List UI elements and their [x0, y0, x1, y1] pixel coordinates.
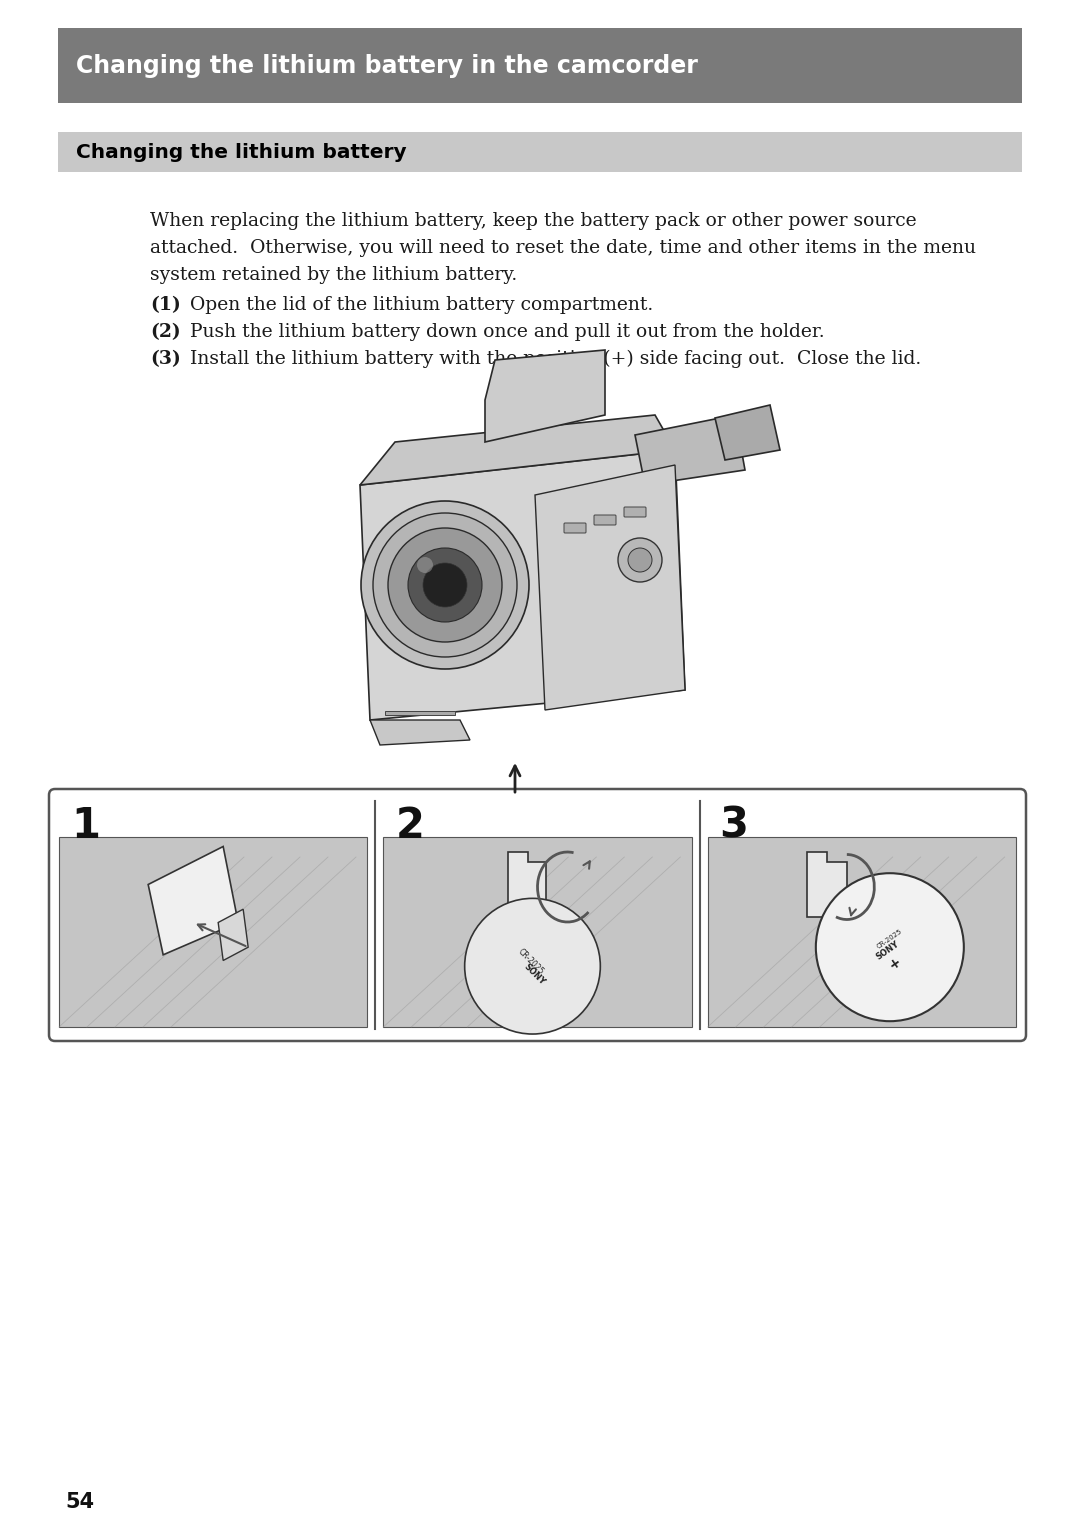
Text: Open the lid of the lithium battery compartment.: Open the lid of the lithium battery comp…: [178, 296, 653, 314]
Text: CR-2025: CR-2025: [876, 929, 904, 950]
Text: Changing the lithium battery: Changing the lithium battery: [76, 143, 407, 161]
Circle shape: [464, 898, 600, 1035]
Bar: [383, 837, 691, 1027]
Circle shape: [373, 514, 517, 658]
Polygon shape: [485, 350, 605, 442]
Circle shape: [618, 538, 662, 583]
Polygon shape: [635, 415, 745, 484]
Circle shape: [408, 547, 482, 622]
Text: +: +: [886, 954, 904, 972]
Polygon shape: [148, 846, 239, 955]
FancyBboxPatch shape: [594, 515, 616, 524]
FancyBboxPatch shape: [384, 711, 455, 714]
Circle shape: [627, 547, 652, 572]
Text: (3): (3): [150, 350, 180, 368]
FancyBboxPatch shape: [49, 789, 1026, 1041]
Text: 54: 54: [65, 1492, 94, 1512]
Circle shape: [423, 563, 467, 607]
Text: CR-2025: CR-2025: [516, 946, 545, 977]
Polygon shape: [218, 909, 248, 961]
Circle shape: [815, 874, 963, 1021]
FancyBboxPatch shape: [624, 507, 646, 517]
Circle shape: [388, 527, 502, 642]
Bar: [58, 132, 1022, 172]
Text: Install the lithium battery with the positive (+) side facing out.  Close the li: Install the lithium battery with the pos…: [178, 350, 921, 368]
Polygon shape: [807, 852, 847, 927]
Polygon shape: [360, 415, 675, 484]
Text: attached.  Otherwise, you will need to reset the date, time and other items in t: attached. Otherwise, you will need to re…: [150, 239, 976, 258]
Text: (1): (1): [150, 296, 180, 314]
Polygon shape: [508, 852, 545, 927]
Text: 2: 2: [395, 805, 424, 848]
Polygon shape: [370, 721, 470, 745]
Text: SONY: SONY: [875, 940, 901, 961]
Circle shape: [361, 501, 529, 668]
Text: When replacing the lithium battery, keep the battery pack or other power source: When replacing the lithium battery, keep…: [150, 212, 917, 230]
Circle shape: [417, 556, 433, 573]
Polygon shape: [360, 451, 685, 721]
Text: SONY: SONY: [522, 961, 546, 987]
Text: (2): (2): [150, 323, 180, 340]
Text: 3: 3: [719, 805, 748, 848]
Text: Changing the lithium battery in the camcorder: Changing the lithium battery in the camc…: [76, 54, 698, 78]
Polygon shape: [715, 405, 780, 460]
Bar: [707, 837, 1016, 1027]
Polygon shape: [535, 464, 685, 710]
Text: Push the lithium battery down once and pull it out from the holder.: Push the lithium battery down once and p…: [178, 323, 825, 340]
Text: system retained by the lithium battery.: system retained by the lithium battery.: [150, 267, 517, 284]
Bar: [59, 837, 367, 1027]
Text: 1: 1: [71, 805, 100, 848]
FancyBboxPatch shape: [564, 523, 586, 533]
Bar: [58, 28, 1022, 103]
